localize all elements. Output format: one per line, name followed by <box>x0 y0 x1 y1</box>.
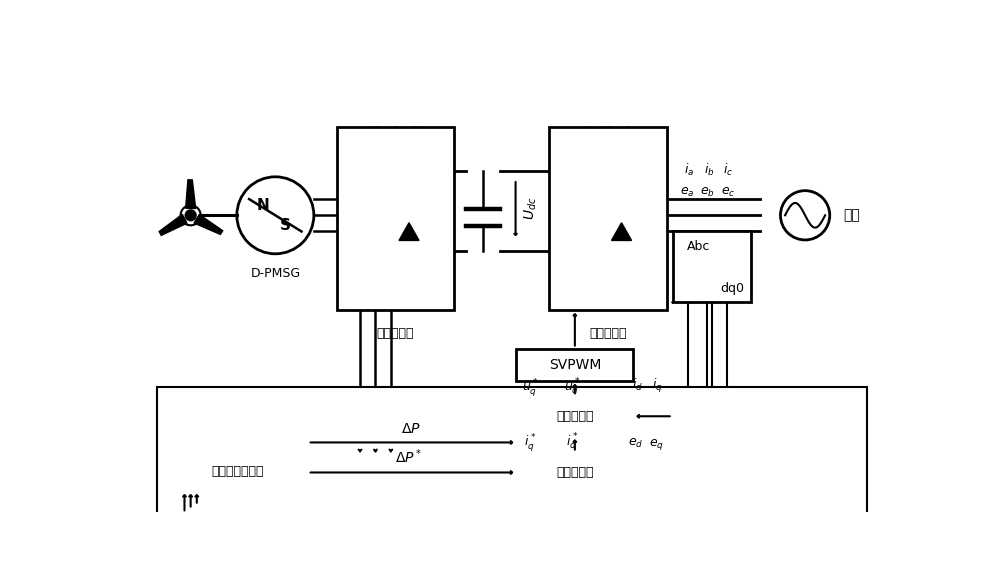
Text: $e_d$: $e_d$ <box>628 438 643 450</box>
Text: $i_c$: $i_c$ <box>723 162 733 178</box>
Text: $\Delta P$: $\Delta P$ <box>401 422 421 436</box>
Circle shape <box>185 210 196 221</box>
Text: $i_q$: $i_q$ <box>652 377 663 394</box>
Text: D-PMSG: D-PMSG <box>250 267 300 281</box>
Text: $u_q^*$: $u_q^*$ <box>522 377 538 399</box>
Text: 电网: 电网 <box>843 208 860 223</box>
Text: 内环控制器: 内环控制器 <box>556 410 594 423</box>
Polygon shape <box>186 180 196 209</box>
Text: 外环控制器: 外环控制器 <box>556 466 594 479</box>
Text: S: S <box>280 218 291 233</box>
Text: $i_d$: $i_d$ <box>632 377 644 393</box>
Text: Abc: Abc <box>687 240 710 254</box>
Text: $i_d^*$: $i_d^*$ <box>566 432 578 453</box>
Bar <box>337 126 454 310</box>
Polygon shape <box>399 223 419 240</box>
Text: SVPWM: SVPWM <box>549 358 601 371</box>
Text: $i_a$: $i_a$ <box>684 162 695 178</box>
Text: N: N <box>257 198 269 213</box>
Bar <box>516 453 633 493</box>
Text: $e_b$: $e_b$ <box>700 186 715 198</box>
Text: 网侧逆变器: 网侧逆变器 <box>589 327 627 340</box>
Text: 机侧整流器: 机侧整流器 <box>377 327 414 340</box>
Text: $e_q$: $e_q$ <box>649 438 664 453</box>
Polygon shape <box>612 223 632 240</box>
Bar <box>516 348 633 381</box>
Text: $e_a$: $e_a$ <box>680 186 695 198</box>
Text: $\Delta P^*$: $\Delta P^*$ <box>395 448 422 466</box>
Text: 功率变化检测器: 功率变化检测器 <box>211 465 264 478</box>
Bar <box>549 126 666 310</box>
Text: $i_b$: $i_b$ <box>704 162 714 178</box>
Text: $i_q^*$: $i_q^*$ <box>524 432 536 454</box>
Text: $U_{dc}$: $U_{dc}$ <box>523 197 539 220</box>
Bar <box>168 453 308 491</box>
Polygon shape <box>159 214 187 235</box>
Bar <box>516 396 633 436</box>
Polygon shape <box>194 214 223 235</box>
Bar <box>673 232 751 302</box>
Text: $e_c$: $e_c$ <box>721 186 735 198</box>
Bar <box>157 387 867 519</box>
Text: $u_d^*$: $u_d^*$ <box>564 377 580 397</box>
Text: dq0: dq0 <box>720 282 744 295</box>
